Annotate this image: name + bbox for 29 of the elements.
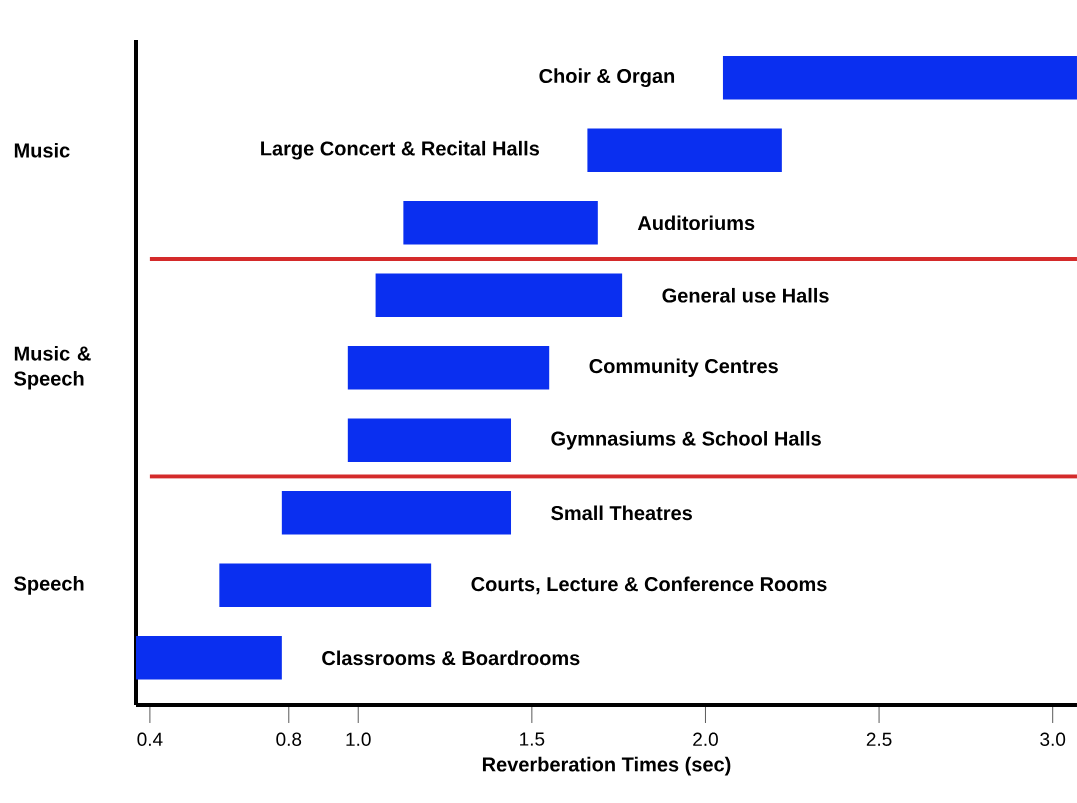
y-tick-label: Small Theatres xyxy=(551,505,692,521)
y-tick-label: Classrooms & Boardrooms xyxy=(322,650,580,666)
text: Music xyxy=(14,142,70,158)
y-tick-label: Large Concert & Recital Halls xyxy=(261,140,540,160)
x-tick-label: 3.0 xyxy=(1040,732,1066,746)
y-tick-label: General use Halls xyxy=(662,287,829,303)
text: Speech xyxy=(14,576,84,595)
text: Music & Speech xyxy=(14,345,91,390)
bar xyxy=(219,563,432,608)
x-tick-label: 2.5 xyxy=(866,732,892,746)
x-tick-label: 0.4 xyxy=(137,732,163,746)
y-tick-label: Auditoriums xyxy=(637,215,755,231)
x-tick-label: 0.8 xyxy=(276,732,302,746)
y-tick-label: Choir & Organ xyxy=(539,68,675,88)
bar xyxy=(722,55,1077,100)
x-tick-label: 2.0 xyxy=(693,732,718,746)
bar xyxy=(136,636,282,680)
bar xyxy=(281,491,512,535)
bar xyxy=(347,418,512,463)
bar xyxy=(403,200,598,245)
y-tick-label: Gymnasiums & School Halls xyxy=(551,430,821,450)
x-tick-label: 1.5 xyxy=(520,732,545,746)
bar xyxy=(375,273,623,318)
x-axis-title: Reverberation Times (sec) xyxy=(482,756,731,776)
x-tick-label: 1.0 xyxy=(346,732,371,746)
bar xyxy=(587,128,782,172)
y-tick-label: Community Centres xyxy=(589,358,778,378)
y-tick-label: Courts, Lecture & Conference Rooms xyxy=(471,576,827,595)
bar xyxy=(347,346,550,390)
